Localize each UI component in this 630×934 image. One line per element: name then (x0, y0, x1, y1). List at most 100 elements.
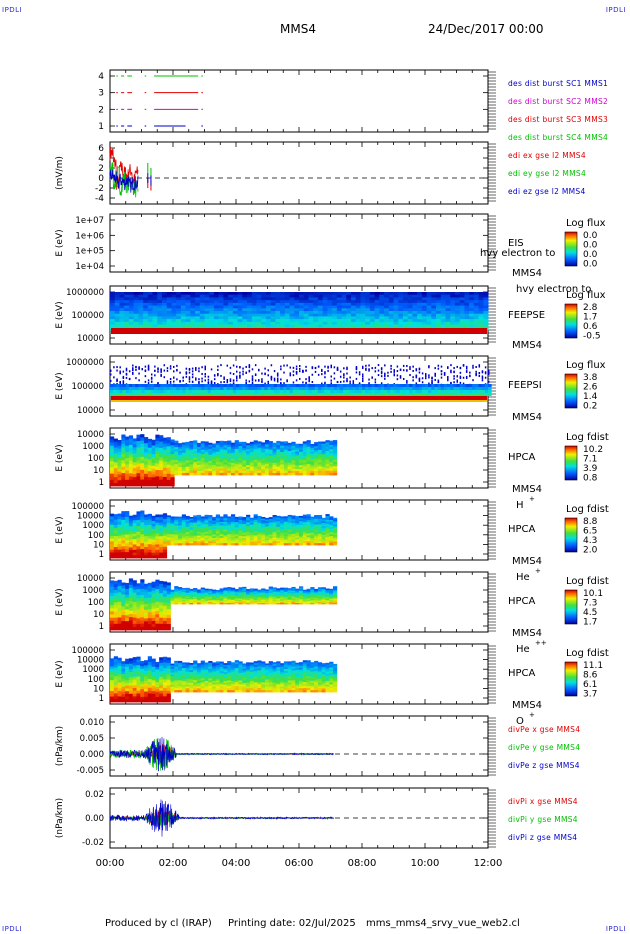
feepse-panel-cell (110, 297, 116, 301)
feepsi-panel-cell (166, 384, 171, 387)
hpca-he1-panel-cell (321, 521, 326, 524)
hpca-he1-panel-cell (291, 522, 296, 526)
feepsi-panel-dot (368, 369, 370, 372)
feepse-panel-cell (209, 313, 215, 317)
feepsi-panel-cell (317, 393, 322, 396)
feepse-panel-cell (289, 316, 295, 320)
hpca-he1-panel-ylabel: E (eV) (55, 516, 65, 543)
hpca-h-panel-cell (174, 444, 179, 448)
feepsi-panel-dot (273, 379, 276, 382)
feepsi-panel-cell (355, 390, 360, 393)
feepse-panel-cell (124, 321, 130, 326)
hpca-h-panel-cell (193, 466, 198, 469)
hpca-he2-panel-ytick-label: 10 (93, 610, 104, 620)
feepsi-panel-dot (384, 375, 386, 378)
hpca-he1-panel-cell (189, 522, 194, 525)
feepsi-panel-cell (333, 384, 338, 387)
feepsi-panel-dot (472, 379, 474, 382)
hpca-h-panel-cell (162, 455, 168, 460)
hpca-h-panel-cell (227, 457, 232, 461)
feepsi-panel-dot (248, 366, 251, 369)
hpca-h-panel-cell (223, 447, 228, 451)
feepsi-panel-cell (283, 390, 287, 393)
feepsi-panel-cell (377, 393, 382, 396)
feepse-panel-cell (355, 302, 361, 307)
feepse-panel-cell (280, 305, 286, 309)
hpca-he1-panel-cell (325, 529, 330, 532)
feepsi-panel-cell (456, 384, 461, 387)
hpca-h-panel-cell (287, 442, 292, 446)
feepse-panel-cell (119, 313, 125, 317)
hpca-h-panel-cell (234, 470, 239, 474)
hpca-h-panel-cell (178, 473, 183, 476)
hpca-he1-panel-cell (276, 524, 281, 528)
hpca-he1-panel-cell (162, 530, 168, 534)
hpca-he2-panel-cell (128, 591, 134, 595)
hpca-he1-panel-cell (121, 519, 126, 524)
hpca-he1-panel-cell (295, 539, 300, 542)
feepsi-panel-cell (321, 393, 325, 396)
hpca-h-panel-cell (215, 451, 221, 455)
feepsi-panel-dot (185, 367, 188, 370)
hpca-h-panel-cell (178, 453, 183, 456)
feepse-panel-cell (256, 308, 262, 312)
feepsi-panel-cell (132, 393, 136, 396)
feepsi-panel-dot (179, 380, 181, 383)
feepsi-panel-dot (132, 367, 134, 370)
hpca-h-panel-cell (155, 447, 160, 452)
feepse-panel-cell (251, 316, 257, 320)
hpca-he1-panel-cell (242, 522, 247, 525)
hpca-he1-panel-cell (306, 537, 311, 540)
hpca-he1-panel-cell (166, 532, 171, 535)
feepse-panel-cell (166, 294, 172, 298)
feepse-panel-cell (478, 311, 484, 315)
feepsi-panel-dot (308, 377, 310, 380)
feepse-panel-cell (473, 313, 480, 317)
hpca-he1-panel-cell (238, 521, 243, 524)
hpca-he2-panel-cell (110, 623, 115, 628)
hpca-h-panel-cell (196, 458, 202, 462)
feepsi-panel-cell (314, 387, 319, 390)
hpca-h-panel-cell (268, 447, 273, 450)
hpca-he2-panel-cell (113, 596, 118, 600)
hpca-h-panel-cell (181, 458, 186, 462)
hpca-h-panel-cell (117, 480, 122, 484)
hpca-h-panel-cell (110, 476, 115, 481)
feepsi-panel-dot (229, 366, 232, 369)
hpca-he1-panel-cell (314, 535, 319, 538)
feepsi-panel-cell (195, 390, 199, 393)
hpca-he2-panel-cell (128, 607, 134, 612)
feepsi-panel-cell (443, 390, 448, 393)
feepse-panel-cell (299, 302, 305, 307)
hpca-he1-panel-cell (151, 534, 156, 538)
feepse-panel-cell (251, 292, 257, 296)
hpca-he1-panel-cell (178, 520, 183, 523)
feepse-panel-cell (190, 305, 196, 309)
feepse-panel-cell (436, 321, 442, 326)
hpca-h-panel-cell (215, 470, 221, 474)
hpca-h-panel-cell (230, 444, 236, 448)
feepsi-panel-dot (242, 370, 244, 373)
feepse-panel-cell (440, 316, 446, 320)
feepsi-panel-cell (144, 393, 149, 396)
feepse-panel-cell (459, 311, 465, 315)
feepse-panel-cell (393, 313, 399, 317)
hpca-he1-panel-cell (132, 533, 137, 537)
feepsi-panel-cell (138, 390, 142, 393)
feepsi-panel-dot (144, 365, 147, 368)
feepsi-panel-cell (292, 387, 297, 390)
feepsi-panel-dot (431, 377, 433, 380)
feepsi-panel-dot (421, 372, 424, 375)
feepse-panel-cell (379, 300, 385, 304)
hpca-he1-panel-cell (208, 539, 213, 542)
feepse-panel-cell (431, 294, 437, 298)
hpca-h-panel-cell (170, 474, 175, 478)
hpca-h-panel-cell (257, 468, 262, 472)
hpca-he1-panel-cell (151, 555, 156, 559)
hpca-he1-panel-cell (268, 517, 273, 520)
feepse-panel-cell (469, 321, 475, 326)
feepsi-panel-dot (333, 366, 336, 369)
hpca-he1-panel-cell (302, 526, 307, 529)
hpca-he1-panel-cell (162, 544, 168, 548)
